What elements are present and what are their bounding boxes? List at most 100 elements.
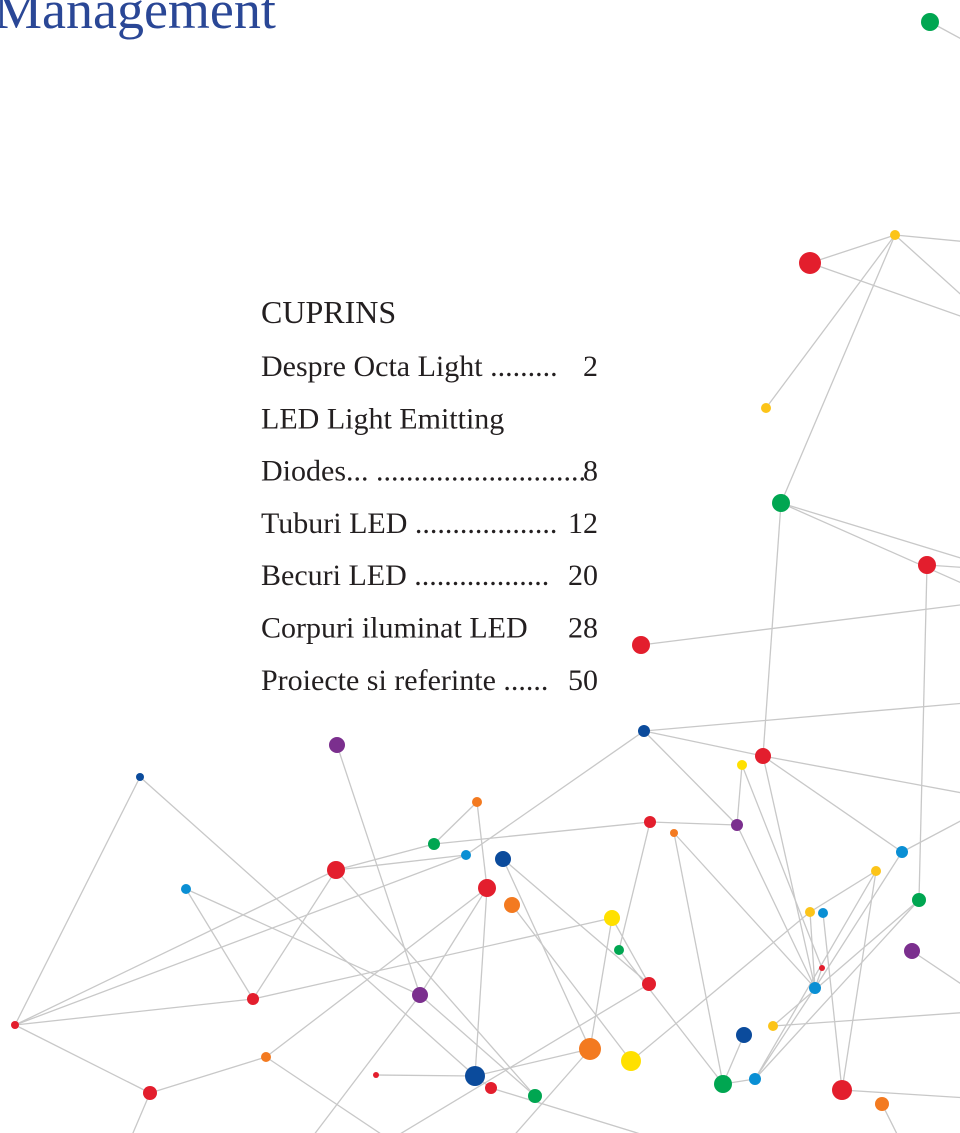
toc-page: 12 [568,507,598,540]
network-node [478,879,496,897]
network-node [896,846,908,858]
network-link [755,900,919,1079]
network-node [614,945,624,955]
toc-title: CUPRINS [261,294,396,330]
network-node [528,1089,542,1103]
network-node [805,907,815,917]
network-link [15,777,140,1025]
network-node [465,1066,485,1086]
network-node [579,1038,601,1060]
toc-entry: LED Light Emitting [261,402,504,435]
network-node [461,850,471,860]
network-node [621,1051,641,1071]
network-link [266,888,487,1057]
network-link [390,984,649,1133]
network-link [674,833,815,988]
network-link [641,600,960,645]
network-link [15,870,336,1025]
network-node [799,252,821,274]
network-link [842,871,876,1090]
network-node [604,910,620,926]
network-node [504,897,520,913]
network-link [763,756,960,800]
network-link [810,235,895,263]
network-node [181,884,191,894]
network-node [644,816,656,828]
network-node [329,737,345,753]
network-link [810,871,876,912]
network-node [632,636,650,654]
network-node [11,1021,19,1029]
network-link [650,822,737,825]
network-node [642,977,656,991]
toc-page: 2 [583,350,598,383]
toc-page: 50 [568,664,598,697]
network-link [510,1049,590,1133]
network-node [472,797,482,807]
network-link [140,777,475,1076]
network-link [919,565,927,900]
network-node [832,1080,852,1100]
network-link [590,918,612,1049]
network-link [895,235,960,330]
toc-entry: Corpuri iluminat LED [261,612,528,645]
network-node [904,943,920,959]
toc-entry: Diodes... ............................ [261,455,586,488]
network-node [819,965,825,971]
network-node [670,829,678,837]
network-link [491,1088,660,1133]
network-node [143,1086,157,1100]
network-node [261,1052,271,1062]
network-node [736,1027,752,1043]
network-node [412,987,428,1003]
network-link [902,800,960,852]
network-link [434,802,477,844]
network-node [921,13,939,31]
network-link [674,833,723,1084]
network-node [755,748,771,764]
network-node [761,403,771,413]
toc-page: 28 [568,612,598,645]
network-node [638,725,650,737]
network-node [247,993,259,1005]
network-link [737,765,742,825]
network-link [773,900,919,1026]
network-node [918,556,936,574]
network-link [766,235,895,408]
network-node [749,1073,761,1085]
toc: Despre Octa Light ......... 2 LED Light Em… [261,350,598,697]
network-node [875,1097,889,1111]
network-node [809,982,821,994]
network-link [186,889,253,999]
network-link [742,765,822,968]
network-node [772,494,790,512]
network-link [477,802,487,888]
network-link [781,503,960,600]
network-link [815,852,902,988]
network-node [495,851,511,867]
toc-page: 20 [568,559,598,592]
toc-entry: Despre Octa Light ......... [261,350,558,383]
network-link [150,1057,266,1093]
network-link [310,995,420,1133]
network-link [434,822,650,844]
network-link [773,1010,960,1026]
network-link [466,731,644,855]
toc-entry: Proiecte si referinte ...... [261,664,548,697]
network-node [373,1072,379,1078]
network-link [644,731,763,756]
network-node [871,866,881,876]
network-link [644,700,960,731]
network-link [755,871,876,1079]
network-node [714,1075,732,1093]
page: Management CUPRINS Despre Octa Light ...… [0,0,960,1133]
network-node [485,1082,497,1094]
network-link [763,756,815,988]
network-link [15,1025,150,1093]
network-link [644,731,737,825]
toc-entry: Becuri LED .................. [261,559,549,592]
network-link [619,822,650,950]
network-link [763,756,902,852]
network-link [186,889,420,995]
network-link [420,888,487,995]
